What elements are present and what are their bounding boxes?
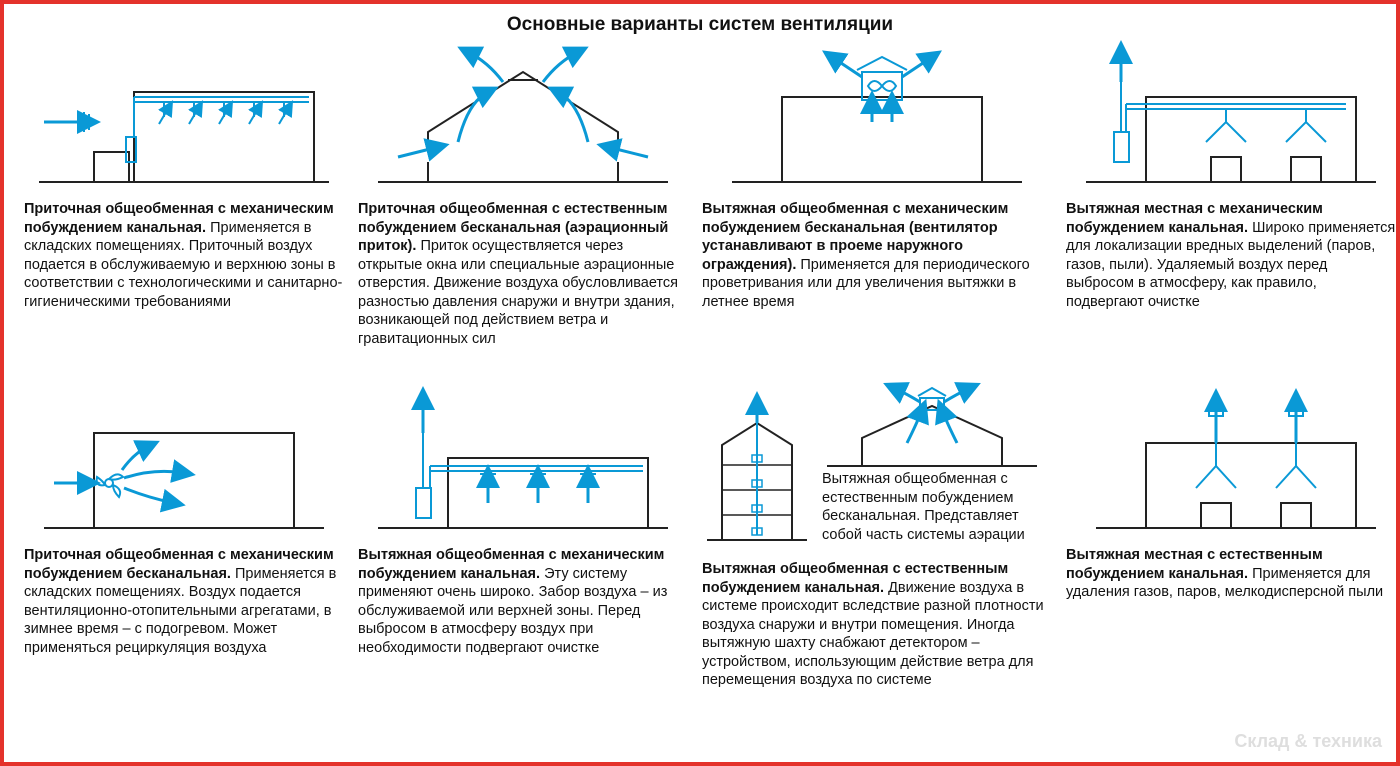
diagram-local-exhaust-natural-ducted	[1066, 388, 1396, 538]
diagram-supply-natural-ductless	[358, 42, 688, 192]
desc-4: Вытяжная местная с механическим побужден…	[1066, 200, 1396, 311]
desc-7-text: Движение воздуха в системе происходит вс…	[702, 580, 1044, 689]
watermark: Склад & техника	[1234, 731, 1382, 752]
desc-2-text: Приток осуществляется через открытые окн…	[358, 238, 678, 347]
desc-6: Вытяжная общеобменная с механическим поб…	[358, 546, 688, 657]
diagram-exhaust-mech-ducted-general	[358, 388, 688, 538]
cell-5: Приточная общеобменная с механическим по…	[24, 388, 344, 728]
diagram-supply-mech-ducted	[24, 42, 344, 192]
cell-1: Приточная общеобменная с механическим по…	[24, 42, 344, 382]
desc-3: Вытяжная общеобменная с механическим поб…	[702, 200, 1052, 311]
cell-4: Вытяжная местная с механическим побужден…	[1066, 42, 1396, 382]
desc-5: Приточная общеобменная с механическим по…	[24, 546, 344, 657]
diagram-exhaust-mech-ductless-wallfan	[702, 42, 1052, 192]
page-title: Основные варианты систем вентиляции	[24, 14, 1376, 36]
infographic-frame: Основные варианты систем вентиляции	[0, 0, 1400, 766]
diagram-exhaust-natural-ducted-multi	[702, 395, 812, 550]
cell-9: Вытяжная местная с естественным побужден…	[1066, 388, 1396, 728]
diagram-grid: Приточная общеобменная с механическим по…	[24, 42, 1376, 728]
cell-3: Вытяжная общеобменная с механическим поб…	[702, 42, 1052, 382]
cell-2: Приточная общеобменная с естественным по…	[358, 42, 688, 382]
desc-8: Вытяжная общеобменная с естественным поб…	[822, 470, 1052, 544]
desc-1: Приточная общеобменная с механическим по…	[24, 200, 344, 311]
desc-7: Вытяжная общеобменная с естественным поб…	[702, 560, 1052, 690]
diagram-exhaust-natural-ductless-roof	[822, 388, 1052, 470]
cell-7: Вытяжная общеобменная с естественным поб…	[702, 388, 1052, 728]
cell-6: Вытяжная общеобменная с механическим поб…	[358, 388, 688, 728]
diagram-local-exhaust-mech-ducted	[1066, 42, 1396, 192]
diagram-supply-mech-ductless-fan	[24, 388, 344, 538]
desc-9: Вытяжная местная с естественным побужден…	[1066, 546, 1396, 602]
desc-2: Приточная общеобменная с естественным по…	[358, 200, 688, 348]
